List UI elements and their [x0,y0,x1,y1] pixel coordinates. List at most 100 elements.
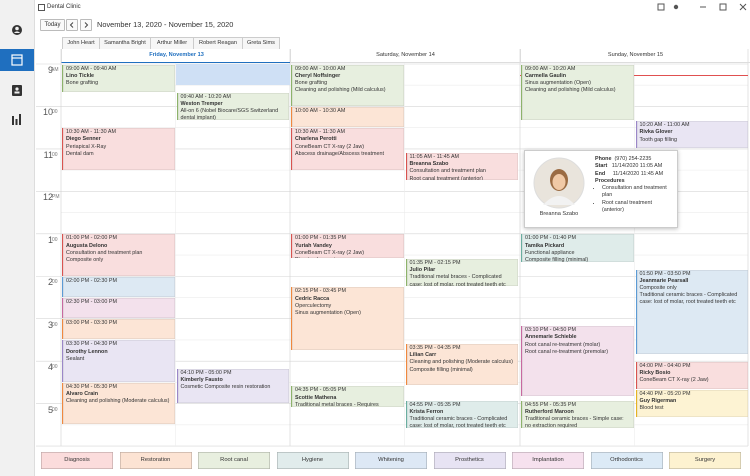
procedure: ConeBeam CT X-ray (2 Jaw) [295,143,365,150]
appointment[interactable]: 09:00 AM - 10:00 AM Cheryl Noffsinger Bone… [291,64,404,106]
procedure: Traditional ceramic braces - Complicated… [639,292,738,306]
title-bar: Dental Clinic [34,0,750,14]
procedure: Traditional ceramic braces - Simple case… [525,415,624,428]
appointment[interactable]: 02:15 PM - 03:45 PM Cedric Racca Operculec… [291,287,404,351]
legend-item[interactable]: Implantation [512,452,584,469]
appointment-time: 09:40 AM - 10:20 AM [180,93,231,100]
procedure: Root canal re-treatment (molar) [525,341,601,348]
next-button[interactable] [80,19,92,31]
appointment[interactable]: 03:30 PM - 04:30 PM Dorothy Lennon Sealant [62,340,175,382]
appointment[interactable]: 02:00 PM - 02:30 PM [62,276,175,297]
appointment-time: 04:00 PM - 04:40 PM [639,362,691,369]
patient-name: Cedric Racca [295,295,330,302]
legend-item[interactable]: Restoration [119,452,192,469]
avatar [533,157,585,209]
appointment[interactable]: 10:00 AM - 10:30 AM [291,106,404,128]
appointment[interactable]: 04:30 PM - 05:30 PM Alvaro Crain Cleaning … [62,382,175,425]
procedure: Bone grafting [66,79,99,86]
appointment[interactable]: 04:00 PM - 04:40 PM Ricky Bosio ConeBeam C… [635,361,748,389]
close-button[interactable] [739,3,747,11]
appointment[interactable]: 04:35 PM - 05:05 PM Scottie Mathena Tradit… [291,386,404,407]
legend-item[interactable]: Whitening [355,452,427,469]
appointment[interactable]: 10:30 AM - 11:30 AM Diego Senner Periapica… [62,128,175,170]
hour-label: 11 [43,149,53,160]
patient-name: Weston Tremper [180,101,223,107]
procedure: Cleaning and polishing (Mild calculus) [295,87,386,94]
appointment[interactable]: 04:55 PM - 05:35 PM Rutherford Maroon Trad… [521,400,634,428]
appointment[interactable]: 01:35 PM - 02:15 PM Julio Pilar Traditiona… [405,259,518,287]
patient-name: Lilian Carr [409,352,437,359]
appointment[interactable]: 11:05 AM - 11:45 AM Breanna Szabo Consulta… [405,152,518,181]
procedure: Sinus augmentation (Open) [525,79,591,86]
popup-name: Breanna Szabo [539,211,579,217]
appointment[interactable]: 09:40 AM - 10:20 AM Weston Tremper All-on … [176,92,289,121]
procedure: Root canal re-treatment (premolar) [525,348,608,355]
appointment-time: 01:50 PM - 03:50 PM [639,270,691,277]
appointment-time: 09:00 AM - 10:20 AM [525,65,576,72]
legend-item[interactable]: Orthodontics [590,452,663,469]
appointment[interactable]: 03:35 PM - 04:35 PM Lilian Carr Cleaning a… [405,343,518,386]
appointment-time: 04:30 PM - 05:30 PM [66,383,117,390]
patient-name: Yuriah Vandey [295,242,332,249]
sidebar-icons [0,25,34,125]
procedure: Tooth gap filling [639,136,677,143]
today-button[interactable]: Today [40,19,65,31]
profile-icon[interactable] [12,25,22,35]
maximize-button[interactable] [719,3,727,11]
resource-tab[interactable]: Greta Sims [242,37,280,49]
theme-button[interactable] [673,4,679,10]
appointment-time: 09:00 AM - 10:00 AM [295,65,346,72]
hour-suffix: 00 [52,279,58,286]
appointment[interactable]: 01:00 PM - 02:00 PM Augusta Delono Consult… [62,234,175,276]
appointment-time: 01:00 PM - 02:00 PM [66,235,117,242]
calendar-icon [11,54,23,66]
value: 11/14/2020 11:45 AM [612,170,664,177]
procedure: Composite only [66,256,104,263]
appointment[interactable]: 03:10 PM - 04:50 PM Annemarie Schieble Roo… [521,326,634,397]
patient-name: Guy Rigerman [639,398,677,405]
appointment[interactable]: 09:00 AM - 10:20 AM Carmella Gaulin Sinus … [521,64,634,121]
hour-label: 1 [47,234,53,245]
procedure: Cleaning and polishing (Mild calculus) [525,87,616,94]
procedure: Abscess drainage/Abscess treatment [295,150,384,157]
procedure: Consultation and treatment plan [66,249,143,256]
appointment[interactable]: 01:50 PM - 03:50 PM Jeanmarie Pearsall Com… [635,269,748,354]
procedure: Periapical X-Ray [66,143,107,150]
appointment[interactable]: 04:10 PM - 05:00 PM Kimberly Fausto Cosmet… [176,368,289,404]
appointment[interactable]: 02:30 PM - 03:00 PM [62,297,175,319]
appointment[interactable]: 04:40 PM - 05:20 PM Guy Rigerman Blood tes… [635,389,748,418]
procedure-item: Consultation and treatment plan [602,185,675,200]
hour-label: 2 [47,277,53,288]
app-title: Dental Clinic [47,4,81,10]
value: (970) 254-2235 [614,156,652,162]
hour-suffix: PM [52,194,60,201]
legend-item[interactable]: Hygiene [276,452,349,469]
appointment[interactable]: 10:30 AM - 11:30 AM Charlena Perotti ConeB… [291,128,404,170]
hour-suffix: 00 [52,109,58,116]
procedure: Blood test [639,405,664,412]
appointment[interactable]: 10:20 AM - 11:00 AM Rivka Glover Tooth gap… [635,121,748,149]
reports-icon[interactable] [12,114,21,125]
appointment[interactable]: 03:00 PM - 03:30 PM [62,319,175,340]
patient-name: Julio Pilar [409,267,436,274]
appointment-time: 01:00 PM - 01:35 PM [295,235,346,242]
patient-name: Cheryl Noffsinger [295,72,341,79]
contacts-icon[interactable] [12,85,22,96]
pin-button[interactable] [657,3,665,11]
legend-item[interactable]: Diagnosis [41,452,113,469]
appointment[interactable]: 01:00 PM - 01:35 PM Yuriah Vandey ConeBeam… [291,234,404,259]
patient-name: Ricky Bosio [639,369,671,376]
prev-button[interactable] [66,19,78,31]
appointment-time: 02:30 PM - 03:00 PM [66,298,117,305]
patient-name: Rivka Glover [639,129,673,136]
hour-suffix: 00 [52,236,58,243]
legend-item[interactable]: Surgery [669,452,741,469]
appointment[interactable]: 09:00 AM - 09:40 AM Lino Tickle Bone graft… [62,64,175,92]
calendar-tile[interactable] [0,49,34,71]
selected-cell[interactable] [175,64,290,86]
legend-item[interactable]: Prosthetics [433,452,506,469]
value: 11/14/2020 11:05 AM [611,163,663,170]
legend-item[interactable]: Root canal [198,452,270,469]
appointment[interactable]: 04:55 PM - 05:35 PM Krista Ferron Traditio… [405,400,518,428]
appointment[interactable]: 01:00 PM - 01:40 PM Tamika Pickard Functio… [521,234,634,262]
